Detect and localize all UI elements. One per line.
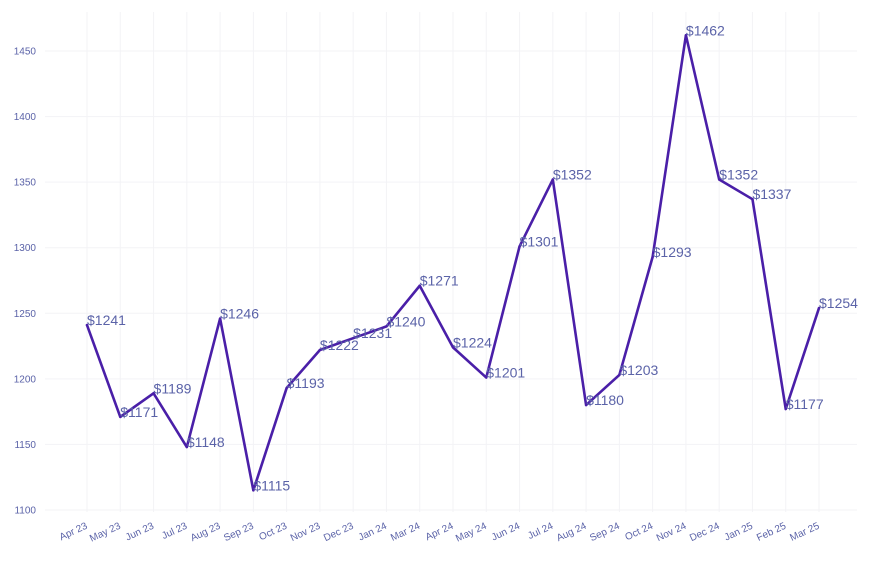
x-tick-label: Apr 24 bbox=[424, 521, 456, 544]
data-label: $1222 bbox=[320, 337, 359, 353]
data-label: $1148 bbox=[187, 434, 225, 450]
data-point bbox=[518, 245, 521, 248]
x-tick-label: Jan 24 bbox=[357, 521, 389, 544]
data-point bbox=[318, 348, 322, 352]
x-tick-label: Sep 23 bbox=[222, 521, 256, 545]
data-label: $1193 bbox=[287, 375, 325, 391]
x-tick-label: Dec 23 bbox=[322, 521, 356, 545]
x-tick-label: Jun 24 bbox=[490, 521, 522, 544]
data-point bbox=[85, 323, 89, 327]
data-point bbox=[551, 178, 555, 181]
x-tick-label: Aug 23 bbox=[189, 521, 223, 545]
y-tick-label: 1450 bbox=[14, 47, 37, 58]
data-label: $1224 bbox=[453, 334, 492, 350]
data-point bbox=[152, 392, 155, 395]
x-tick-label: Apr 23 bbox=[58, 521, 90, 544]
data-label: $1241 bbox=[87, 312, 126, 328]
data-point bbox=[584, 403, 588, 407]
y-tick-label: 1100 bbox=[14, 506, 36, 517]
x-tick-label: Jan 25 bbox=[723, 521, 755, 544]
data-label: $1115 bbox=[253, 477, 290, 493]
data-label: $1189 bbox=[154, 380, 192, 396]
y-tick-label: 1350 bbox=[14, 178, 37, 189]
x-tick-label: Jul 23 bbox=[160, 521, 189, 542]
data-point bbox=[717, 178, 721, 181]
x-tick-label: Oct 23 bbox=[258, 521, 290, 544]
data-label: $1352 bbox=[553, 167, 592, 183]
data-point bbox=[651, 255, 654, 259]
series-layer bbox=[85, 33, 821, 492]
data-label: $1240 bbox=[386, 313, 425, 329]
data-label: $1352 bbox=[719, 167, 758, 183]
data-label: $1180 bbox=[586, 392, 624, 408]
data-label: $1231 bbox=[353, 325, 392, 341]
data-point bbox=[684, 34, 688, 37]
data-point bbox=[119, 415, 122, 419]
data-point bbox=[485, 376, 488, 379]
data-point bbox=[784, 407, 787, 411]
x-tick-label: May 23 bbox=[88, 521, 123, 545]
data-point bbox=[351, 337, 355, 340]
y-tick-label: 1150 bbox=[14, 440, 36, 451]
x-tick-label: Jul 24 bbox=[526, 521, 555, 542]
data-label: $1171 bbox=[120, 404, 158, 420]
data-point bbox=[185, 445, 189, 449]
data-label: $1301 bbox=[520, 233, 559, 249]
x-tick-label: Jun 23 bbox=[124, 521, 156, 544]
x-tick-label: May 24 bbox=[454, 521, 489, 545]
x-tick-label: Oct 24 bbox=[624, 521, 656, 544]
data-label: $1293 bbox=[653, 244, 692, 260]
x-tick-label: Mar 24 bbox=[389, 521, 422, 544]
x-tick-label: Sep 24 bbox=[588, 521, 622, 545]
data-point bbox=[252, 489, 255, 492]
y-tick-label: 1200 bbox=[14, 374, 37, 385]
data-label: $1203 bbox=[619, 362, 658, 378]
data-point bbox=[751, 197, 754, 201]
y-tick-label: 1400 bbox=[14, 112, 37, 123]
data-label: $1254 bbox=[819, 295, 858, 311]
data-point bbox=[817, 306, 821, 310]
x-tick-label: Aug 24 bbox=[555, 521, 589, 545]
data-label-layer: $1241 $1171 $1189 $1148 $1246 $1115 $1193 $1222… bbox=[87, 22, 858, 493]
data-point bbox=[285, 386, 288, 390]
y-tick-label: 1250 bbox=[14, 309, 37, 320]
x-tick-label: Feb 25 bbox=[755, 521, 788, 544]
data-point bbox=[418, 284, 421, 287]
data-point bbox=[618, 373, 621, 377]
grid-layer bbox=[45, 12, 857, 512]
data-label: $1271 bbox=[420, 273, 459, 289]
data-point bbox=[218, 317, 222, 320]
data-label: $1246 bbox=[220, 306, 259, 322]
x-tick-label: Dec 24 bbox=[688, 521, 722, 545]
x-tick-label: Nov 23 bbox=[289, 521, 323, 545]
data-label: $1337 bbox=[752, 186, 791, 202]
x-tick-label: Mar 25 bbox=[788, 521, 821, 544]
data-label: $1177 bbox=[786, 396, 824, 412]
x-tick-label: Nov 24 bbox=[655, 521, 689, 545]
data-label: $1201 bbox=[486, 365, 525, 381]
data-label: $1462 bbox=[686, 22, 725, 38]
y-tick-label: 1300 bbox=[14, 243, 37, 254]
data-point bbox=[451, 346, 455, 349]
data-point bbox=[385, 325, 388, 328]
